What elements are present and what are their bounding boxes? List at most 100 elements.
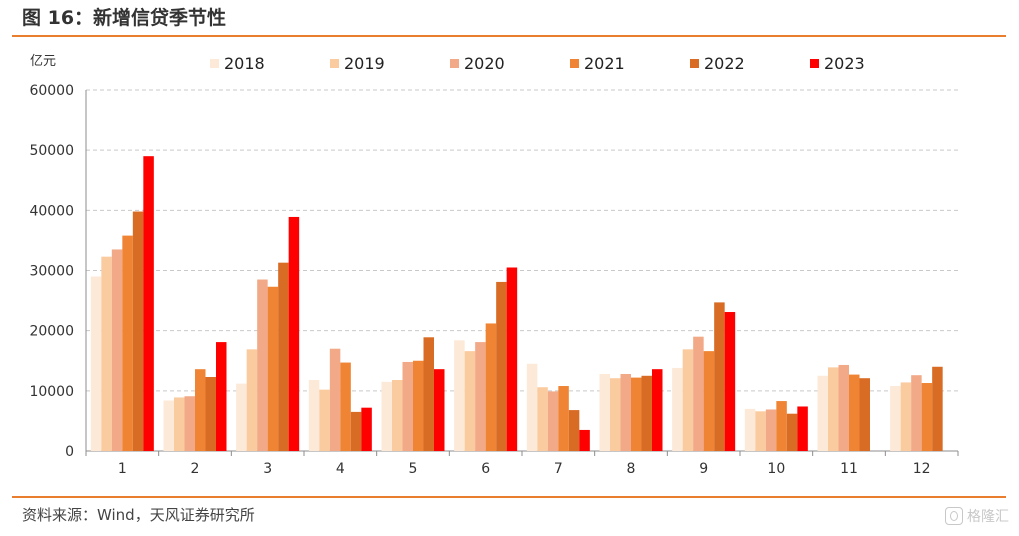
bar-2021-1 [122, 235, 133, 451]
bar-2020-4 [329, 348, 341, 451]
x-tick-label: 10 [767, 461, 785, 477]
bar-2020-12 [911, 375, 922, 451]
legend-label: 2019 [344, 54, 385, 73]
bar-2022-12 [932, 366, 943, 451]
y-tick-label: 30000 [29, 264, 74, 280]
bar-2019-7 [537, 387, 548, 451]
bar-2020-9 [693, 336, 704, 451]
bar-2021-9 [703, 351, 715, 451]
bar-2021-8 [631, 377, 642, 451]
bar-2023-7 [579, 429, 590, 451]
x-tick-label: 5 [409, 461, 418, 477]
legend-swatch [810, 59, 819, 68]
bar-2018-1 [90, 276, 102, 451]
bar-2022-5 [423, 337, 434, 451]
bar-2019-2 [174, 397, 185, 451]
bar-2019-12 [900, 382, 912, 451]
bar-2023-9 [724, 312, 736, 451]
bar-2020-11 [838, 364, 849, 451]
bar-2020-3 [257, 279, 268, 451]
bar-2021-4 [340, 362, 351, 451]
x-tick-label: 6 [481, 461, 490, 477]
bar-2023-10 [797, 406, 808, 451]
bar-2022-2 [205, 376, 216, 451]
bar-2018-5 [381, 381, 392, 451]
bar-2018-4 [308, 380, 320, 451]
bar-2023-3 [288, 216, 300, 451]
watermark: 格隆汇 [945, 506, 1009, 526]
y-axis-unit: 亿元 [30, 54, 57, 69]
bar-2020-2 [184, 396, 195, 451]
legend-item-2022: 2022 [690, 54, 810, 73]
bar-2018-9 [672, 367, 683, 451]
x-tick-label: 2 [191, 461, 200, 477]
bar-2021-11 [849, 374, 860, 451]
x-tick-label: 12 [913, 461, 931, 477]
bar-2018-12 [890, 386, 901, 451]
legend-item-2020: 2020 [450, 54, 570, 73]
bar-2018-8 [599, 373, 610, 451]
x-tick-label: 8 [627, 461, 636, 477]
y-tick-label: 10000 [29, 384, 74, 400]
bar-2019-8 [610, 378, 621, 451]
bar-2019-3 [246, 349, 258, 451]
bar-2021-12 [921, 383, 933, 451]
legend-swatch [450, 59, 459, 68]
legend-item-2023: 2023 [810, 54, 930, 73]
bar-2018-7 [526, 363, 538, 451]
bar-2020-5 [402, 361, 413, 451]
legend-swatch [210, 59, 219, 68]
bar-2020-8 [620, 373, 631, 451]
bar-2021-3 [267, 286, 279, 451]
y-tick-label: 0 [65, 444, 74, 460]
bar-2022-7 [568, 410, 580, 451]
legend-item-2021: 2021 [570, 54, 690, 73]
y-tick-label: 40000 [29, 203, 74, 219]
bar-2019-1 [101, 256, 112, 451]
legend: 2018 2019 2020 2021 2022 2023 [210, 54, 930, 73]
bar-2022-11 [859, 378, 870, 451]
bar-2023-1 [143, 156, 154, 451]
bar-2022-10 [786, 413, 798, 451]
watermark-text: 格隆汇 [967, 509, 1009, 525]
bar-2023-2 [216, 342, 227, 451]
bar-2022-4 [350, 411, 362, 451]
bar-2018-3 [236, 383, 247, 451]
bar-2020-6 [475, 342, 486, 451]
y-tick-label: 50000 [29, 143, 74, 159]
source-note: 资料来源：Wind，天风证券研究所 [22, 506, 255, 524]
bar-2019-6 [464, 351, 476, 451]
bar-2018-2 [163, 400, 174, 451]
bar-2020-1 [111, 249, 123, 451]
bar-2018-11 [817, 375, 828, 451]
bar-2021-7 [558, 386, 569, 451]
x-tick-label: 9 [699, 461, 708, 477]
bar-2023-6 [506, 267, 518, 451]
legend-label: 2018 [224, 54, 265, 73]
bar-2019-5 [392, 380, 403, 451]
bar-2021-10 [776, 401, 787, 451]
legend-swatch [690, 59, 699, 68]
bar-2022-6 [496, 281, 507, 451]
bar-2019-11 [828, 367, 839, 451]
bar-2020-10 [765, 409, 777, 451]
x-tick-label: 7 [554, 461, 563, 477]
legend-swatch [330, 59, 339, 68]
watermark-logo-icon [945, 507, 963, 525]
figure-title: 图 16：新增信贷季节性 [22, 7, 227, 29]
bar-2021-6 [485, 323, 497, 451]
legend-label: 2022 [704, 54, 745, 73]
legend-label: 2023 [824, 54, 865, 73]
bar-2023-8 [652, 369, 663, 451]
legend-item-2018: 2018 [210, 54, 330, 73]
bar-2020-7 [547, 391, 559, 451]
bar-2018-6 [454, 340, 465, 451]
bar-2022-9 [714, 302, 725, 451]
y-tick-label: 60000 [29, 83, 74, 99]
bar-2021-5 [413, 360, 424, 451]
x-tick-label: 4 [336, 461, 345, 477]
bar-2022-3 [278, 262, 289, 451]
bar-2023-4 [361, 407, 372, 451]
bottom-rule [12, 496, 1006, 498]
